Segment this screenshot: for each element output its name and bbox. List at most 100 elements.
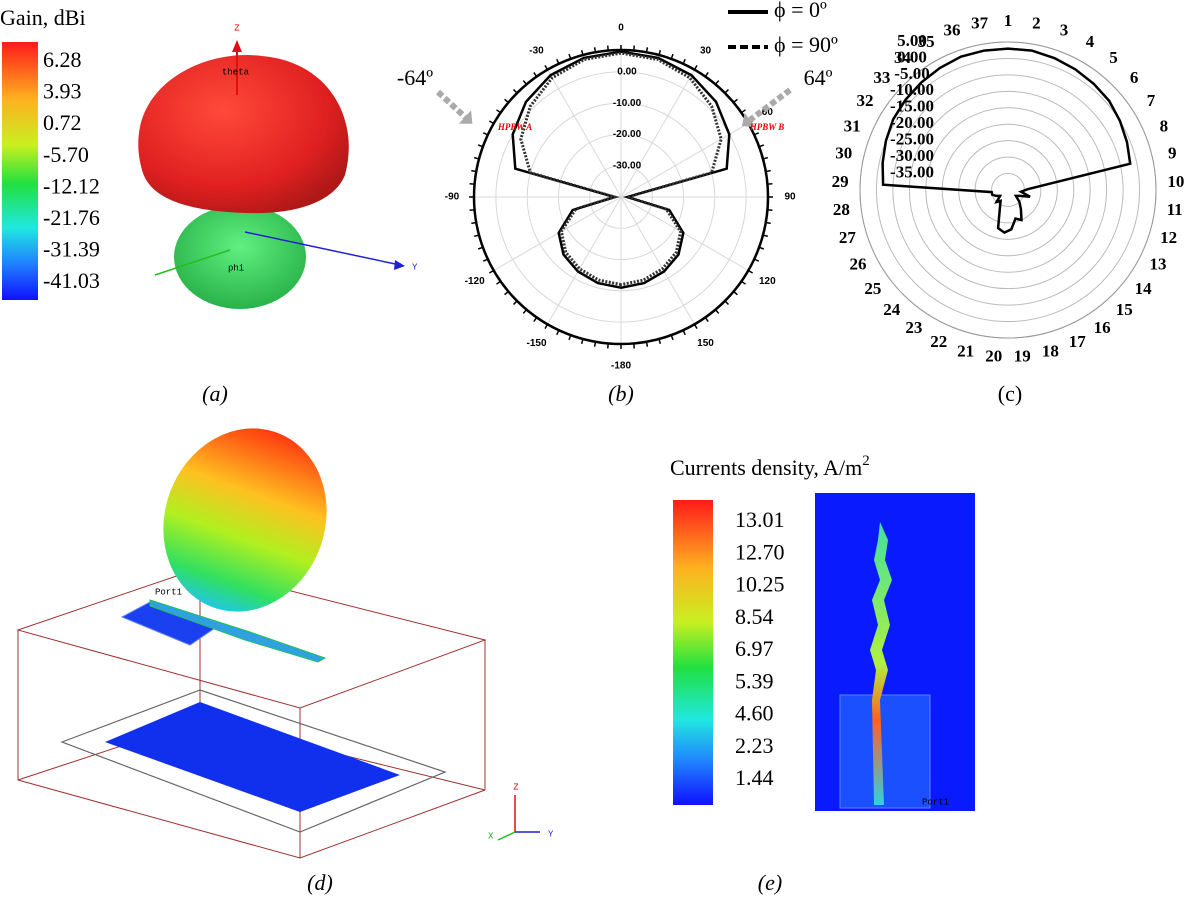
angle-tick-label: -90 — [445, 192, 460, 203]
spoke-line — [493, 196, 622, 271]
colorbar — [673, 500, 713, 805]
polar-curve — [519, 51, 723, 287]
angle-label: 6 — [1130, 68, 1139, 87]
angle-label: 28 — [833, 200, 850, 219]
angle-label: 14 — [1135, 279, 1153, 298]
r-tick-label: 0.00 — [617, 67, 637, 78]
angle-label: 26 — [849, 255, 866, 274]
caption: (d) — [307, 870, 333, 895]
colorbar-label: 8.54 — [735, 604, 774, 629]
ground-plane — [105, 702, 400, 812]
grid-ring — [875, 57, 1141, 323]
angle-label: 13 — [1150, 255, 1167, 274]
grid-ring — [892, 74, 1124, 306]
colorbar-label: 5.39 — [735, 668, 774, 693]
angle-label: 37 — [971, 13, 989, 32]
grid-ring — [974, 156, 1042, 224]
annotation-arrow — [435, 89, 468, 120]
r-tick-label: -10.00 — [890, 80, 934, 99]
colorbar-label: -41.03 — [43, 268, 100, 293]
substrate-box — [16, 567, 487, 859]
polar-frame — [859, 41, 1157, 339]
caption: (e) — [758, 870, 782, 895]
grid-ring — [495, 71, 747, 323]
grid-ring — [925, 107, 1091, 273]
annotation: -64º — [397, 65, 433, 90]
angle-label: 19 — [1014, 346, 1031, 365]
antenna-trace — [149, 599, 327, 663]
angle-label: 33 — [873, 68, 890, 87]
main-lobe-3d — [138, 55, 349, 214]
angle-label: 24 — [883, 300, 901, 319]
r-tick-label: -5.00 — [894, 64, 929, 83]
r-tick-label: -25.00 — [890, 130, 934, 149]
angle-label: 9 — [1168, 144, 1177, 163]
angle-label: 27 — [839, 228, 857, 247]
caption: (b) — [608, 381, 634, 406]
annotation: HPBW B — [749, 122, 785, 132]
annotation-arrow — [748, 87, 792, 123]
colorbar-label: -5.70 — [43, 142, 89, 167]
panel-e: Currents density, A/m2 Port1 (e) — [670, 453, 975, 895]
x-axis — [497, 831, 516, 841]
r-tick-label: 5.00 — [897, 31, 927, 50]
ground-outline — [60, 689, 447, 833]
angle-tick-label: -120 — [465, 276, 485, 287]
angle-tick-label: 120 — [759, 276, 776, 287]
angle-label: 12 — [1160, 228, 1177, 247]
angle-label: 18 — [1042, 341, 1059, 360]
spoke-line — [620, 196, 749, 271]
angle-tick-label: -180 — [611, 361, 631, 372]
angle-label: 17 — [1069, 332, 1087, 351]
current-trace — [870, 522, 892, 805]
axis-label: X — [488, 831, 494, 841]
colorbar-label: 3.93 — [43, 79, 82, 104]
polar-curve — [511, 50, 731, 289]
r-tick-label: -10.00 — [613, 98, 642, 109]
z-arrow — [232, 40, 242, 52]
axis-label: Z — [513, 782, 519, 792]
angle-label: 8 — [1160, 116, 1169, 135]
grid-ring — [526, 102, 716, 292]
r-tick-label: -20.00 — [890, 113, 934, 132]
port-label: Port1 — [155, 587, 182, 597]
caption: (a) — [202, 381, 228, 406]
spoke-line — [620, 69, 695, 198]
colorbar-label: 4.60 — [735, 701, 774, 726]
port-label: Port1 — [922, 797, 949, 807]
axis-label: phi — [228, 263, 244, 273]
axis-label: theta — [222, 67, 250, 77]
grid-ring — [908, 90, 1108, 290]
angle-tick-label: 90 — [784, 192, 796, 203]
angle-label: 16 — [1094, 318, 1111, 337]
angle-label: 7 — [1147, 91, 1156, 110]
r-tick-label: -35.00 — [890, 162, 934, 181]
angle-label: 29 — [832, 172, 849, 191]
axis-label: Y — [548, 829, 554, 839]
legend-label: ϕ = 90º — [774, 32, 838, 57]
caption: (c) — [998, 381, 1022, 406]
angle-tick-label: -30 — [529, 45, 544, 56]
polar-curve — [881, 47, 1132, 235]
angle-label: 34 — [894, 48, 912, 67]
annotation: HPBW A — [497, 122, 532, 132]
spoke-line — [547, 69, 622, 198]
y-arrow — [394, 260, 405, 270]
radiation-lobe-3d — [163, 428, 327, 612]
angle-label: 3 — [1060, 21, 1069, 40]
angle-label: 22 — [930, 332, 947, 351]
panel-d: Port1 Z Y X (d) — [16, 428, 554, 895]
angle-label: 10 — [1167, 172, 1184, 191]
spoke-line — [620, 196, 695, 325]
colorbar-label: 0.72 — [43, 110, 82, 135]
colorbar-label: 13.01 — [735, 507, 785, 532]
angle-label: 20 — [985, 346, 1002, 365]
angle-tick-label: -150 — [526, 338, 546, 349]
angle-label: 30 — [835, 144, 852, 163]
angle-label: 2 — [1032, 13, 1041, 32]
angle-label: 32 — [856, 91, 873, 110]
colorbar-title: Currents density, A/m2 — [670, 453, 870, 480]
colorbar-label: 10.25 — [735, 572, 785, 597]
